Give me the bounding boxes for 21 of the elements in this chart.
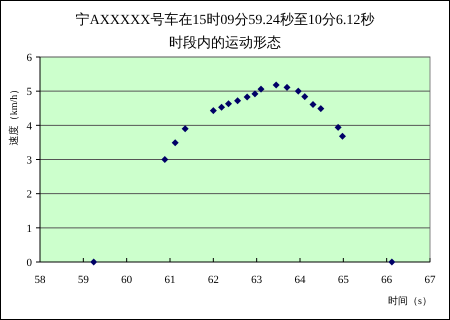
xtick: 58 (34, 274, 46, 286)
xlabel: 时间（s） (388, 296, 432, 307)
ytick: 6 (26, 52, 32, 64)
xtick: 67 (424, 274, 436, 286)
xtick: 62 (208, 274, 219, 286)
title: 宁AXXXXX号车在15时09分59.24秒至10分6.12秒 (76, 13, 374, 28)
subtitle: 时段内的运动形态 (169, 36, 281, 51)
ytick: 1 (26, 222, 32, 235)
ytick: 5 (26, 86, 32, 98)
ylabel: 速度（km/h） (9, 84, 20, 146)
ytick: 0 (26, 257, 32, 269)
ytick: 2 (26, 188, 32, 201)
xtick: 59 (78, 274, 89, 286)
ytick: 4 (26, 120, 32, 132)
xtick: 66 (381, 274, 392, 286)
ytick: 3 (26, 154, 32, 166)
xtick: 61 (164, 274, 176, 286)
xtick: 60 (121, 274, 132, 286)
xtick: 63 (251, 274, 262, 286)
xtick: 64 (294, 274, 306, 286)
xtick: 65 (338, 274, 349, 286)
